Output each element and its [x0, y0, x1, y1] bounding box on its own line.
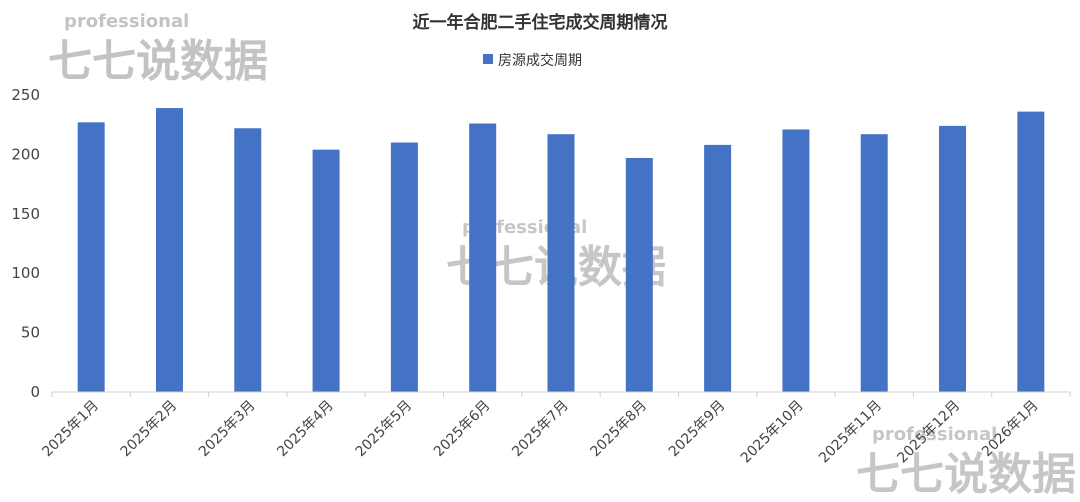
- x-tick-label: 2025年3月: [196, 398, 259, 461]
- x-tick-label: 2025年4月: [274, 398, 337, 461]
- bar: [155, 108, 183, 393]
- bar: [234, 128, 262, 392]
- bar-series: [77, 108, 1045, 393]
- bar: [312, 149, 340, 392]
- y-axis: 0 50 100 150 200 250: [11, 86, 40, 401]
- legend: 房源成交周期: [483, 52, 582, 69]
- watermark-big-text: 七七说数据: [856, 449, 1076, 500]
- bar: [860, 134, 888, 393]
- y-tick-label: 200: [11, 145, 40, 163]
- x-tick-label: 2025年5月: [353, 398, 416, 461]
- bar: [469, 123, 497, 393]
- x-tick-label: 2025年7月: [509, 398, 572, 461]
- bar: [1017, 111, 1045, 392]
- y-tick-label: 50: [21, 324, 40, 342]
- watermark-bottom-right: professional 七七说数据: [856, 424, 1076, 500]
- bar: [939, 125, 967, 392]
- bar: [390, 142, 418, 392]
- x-tick-label: 2025年1月: [39, 398, 102, 461]
- bar: [625, 157, 653, 392]
- y-tick-label: 100: [11, 264, 40, 282]
- legend-label: 房源成交周期: [498, 52, 582, 69]
- chart-title: 近一年合肥二手住宅成交周期情况: [413, 12, 668, 33]
- watermark-small-text: professional: [64, 11, 189, 32]
- x-tick-label: 2025年6月: [431, 398, 494, 461]
- watermark-top-left: professional 七七说数据: [48, 11, 268, 87]
- bar: [782, 129, 810, 392]
- watermark-small-text: professional: [872, 424, 997, 445]
- bar: [704, 144, 732, 392]
- watermark-big-text: 七七说数据: [48, 36, 268, 87]
- bar: [77, 122, 105, 392]
- y-tick-label: 0: [30, 383, 40, 401]
- legend-swatch: [483, 54, 493, 64]
- x-tick-label: 2025年10月: [738, 398, 807, 467]
- y-tick-label: 250: [11, 86, 40, 104]
- x-tick-label: 2025年9月: [666, 398, 729, 461]
- x-tick-label: 2025年2月: [118, 398, 181, 461]
- y-tick-label: 150: [11, 205, 40, 223]
- bar: [547, 134, 575, 393]
- x-tick-label: 2025年8月: [588, 398, 651, 461]
